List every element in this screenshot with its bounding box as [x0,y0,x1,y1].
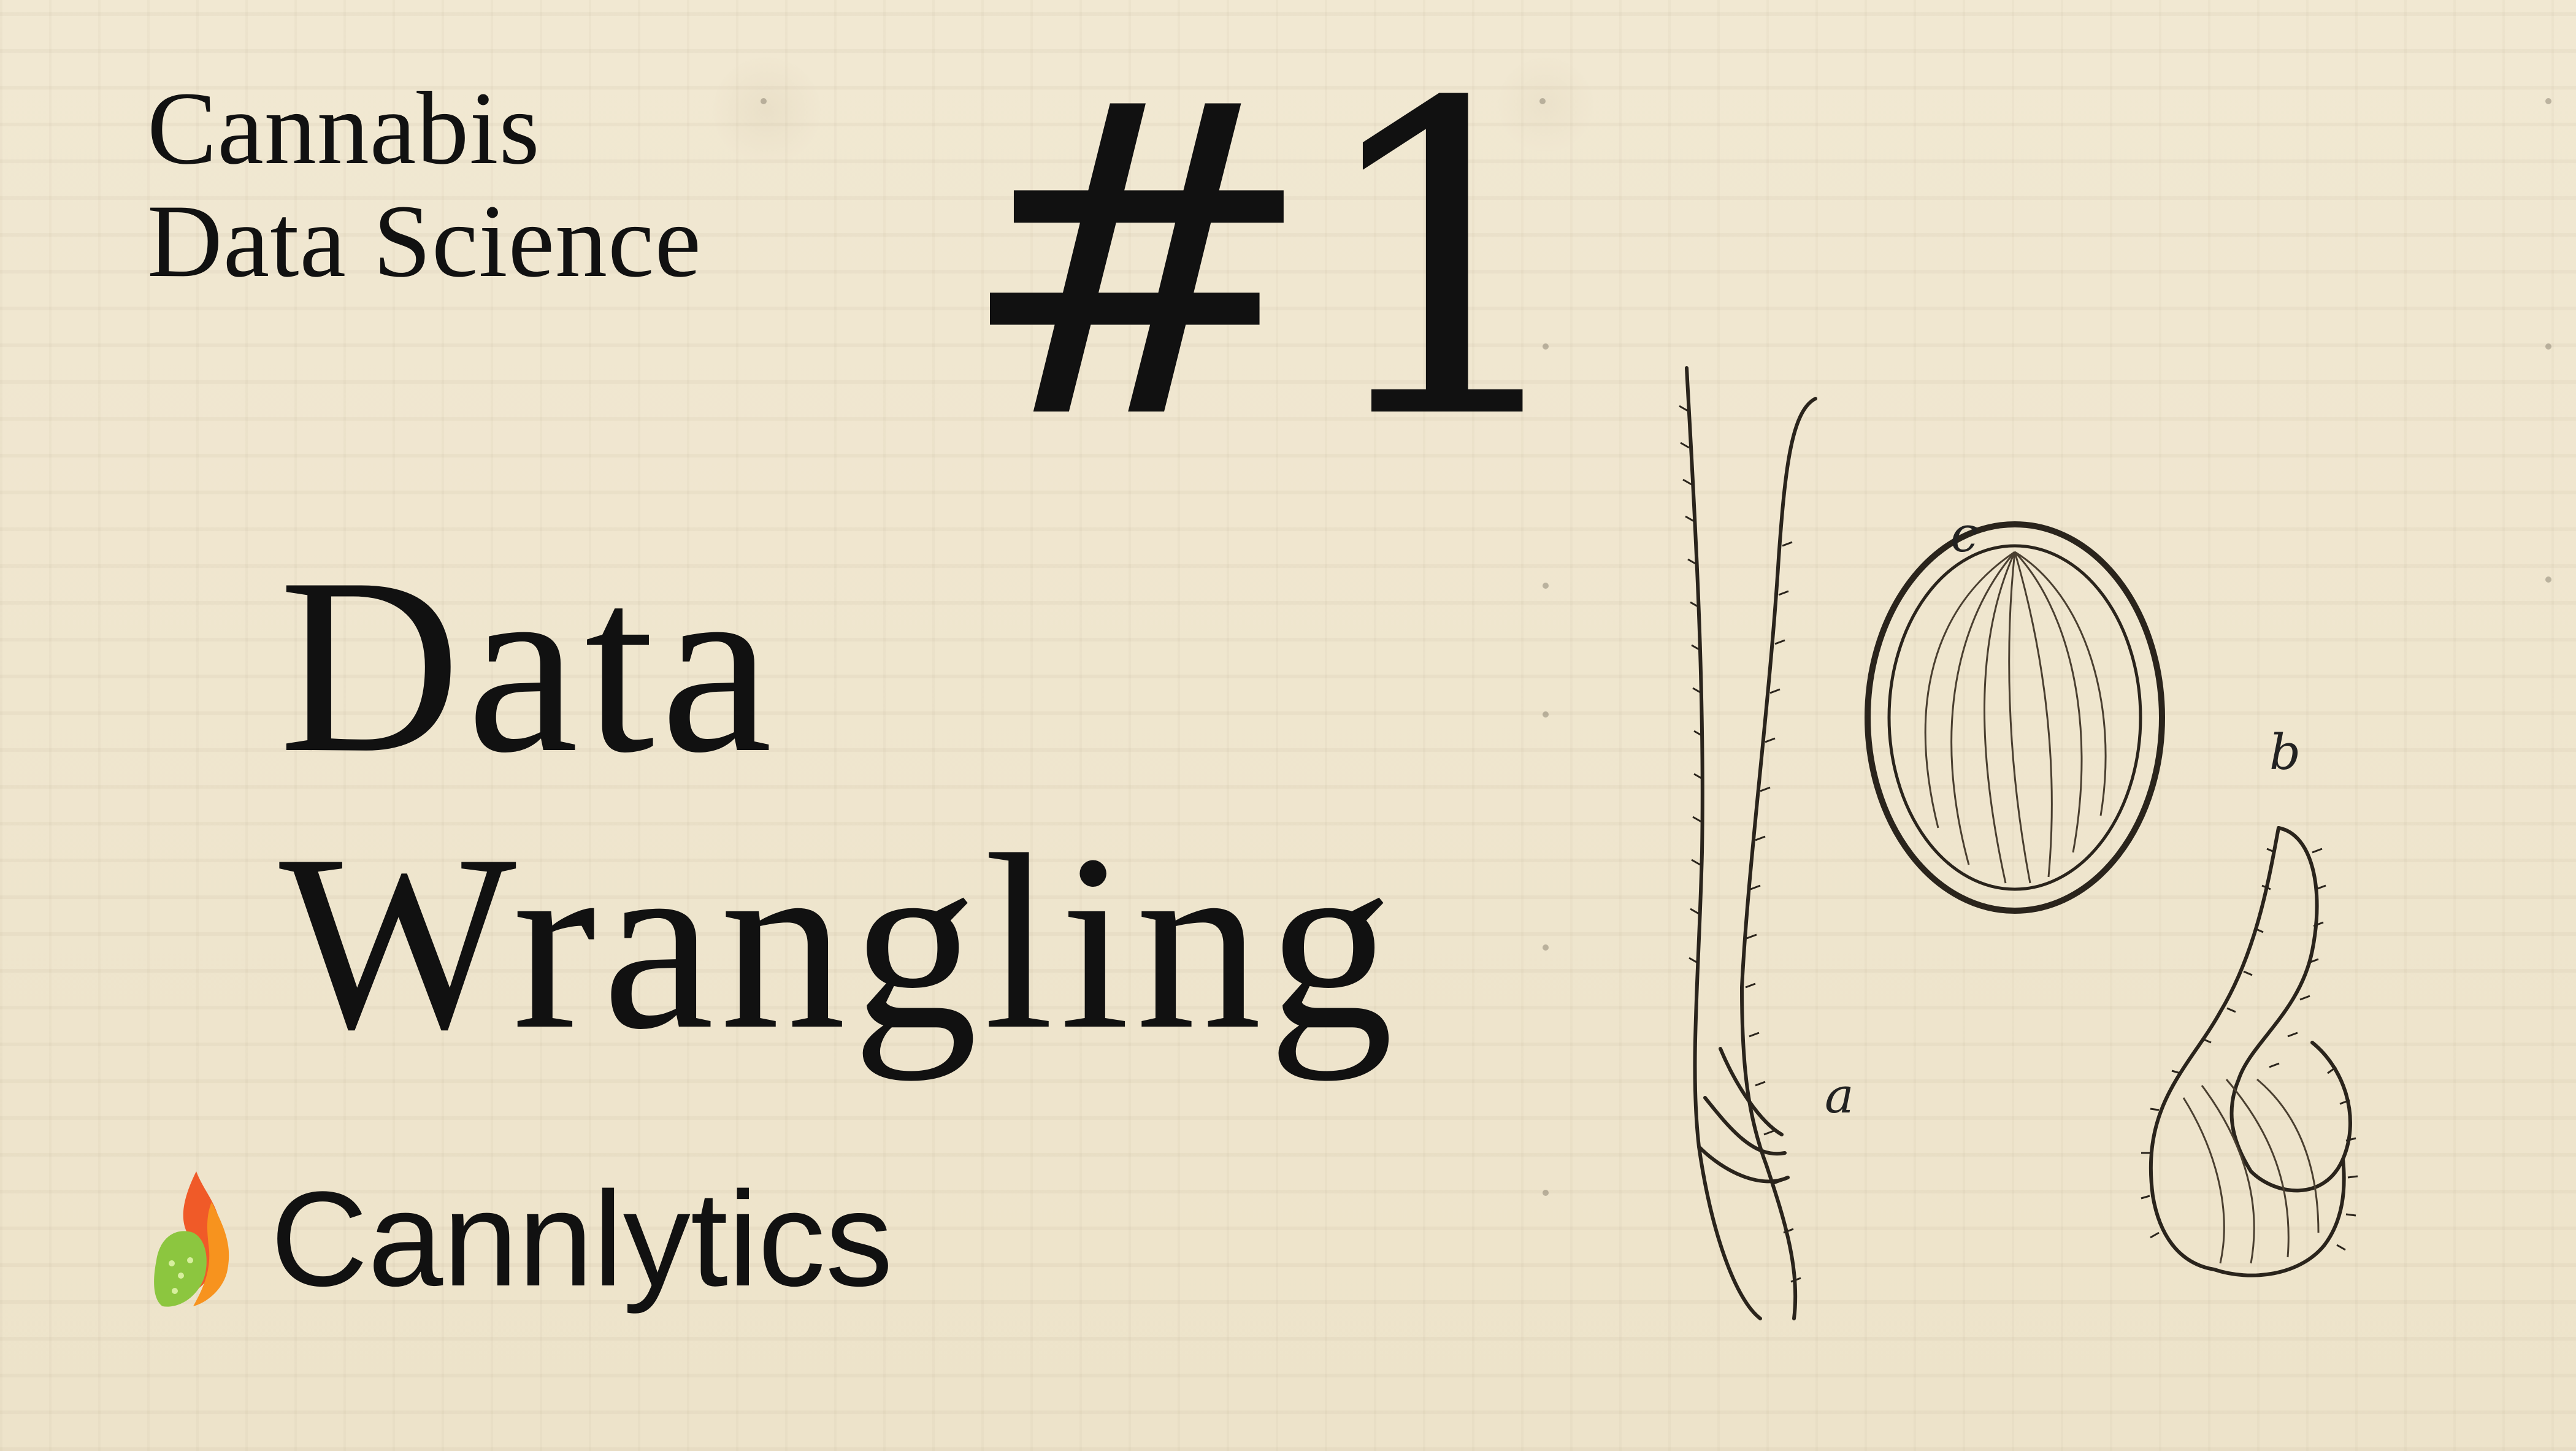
illustration-label-b: b [2269,724,2301,781]
series-title: Cannabis Data Science [147,72,945,297]
brand-name: Cannlytics [270,1163,893,1314]
brand-lockup: Cannlytics [147,1159,893,1319]
series-title-line-2: Data Science [147,183,702,299]
episode-title: Data Wrangling [279,527,1506,1081]
botanical-illustration: a b c [1662,362,2435,1331]
flame-leaf-icon [154,1171,229,1307]
series-title-line-1: Cannabis [147,71,540,186]
illustration-label-c: c [1950,506,1978,563]
episode-title-line-1: Data [279,526,778,805]
illustration-label-a: a [1825,1067,1854,1124]
episode-title-line-2: Wrangling [279,803,1400,1081]
episode-number: #1 [957,13,1584,513]
seed-drawing [1679,366,2358,1320]
